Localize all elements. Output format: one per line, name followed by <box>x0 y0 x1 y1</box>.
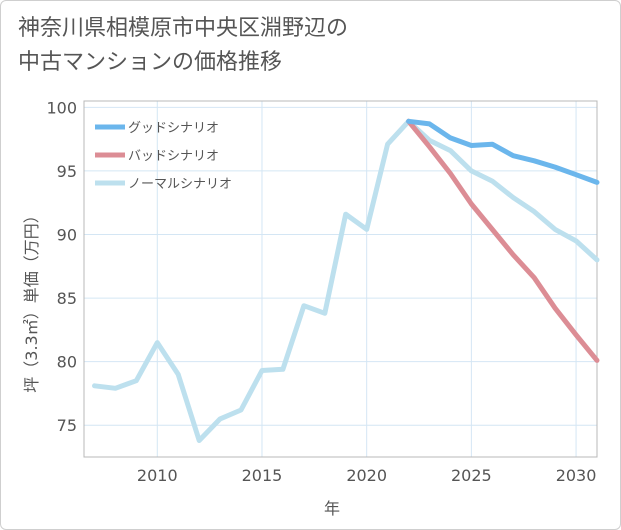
y-tick-label: 80 <box>57 353 77 372</box>
legend-label: バッドシナリオ <box>128 149 219 164</box>
y-tick-label: 95 <box>57 162 77 181</box>
y-axis-label: 坪（3.3㎡）単価（万円） <box>22 207 41 392</box>
chart-title: 神奈川県相模原市中央区淵野辺の 中古マンションの価格推移 <box>18 12 348 80</box>
y-tick-label: 85 <box>57 289 77 308</box>
x-axis-label: 年 <box>324 499 340 518</box>
y-tick-label: 90 <box>57 226 77 245</box>
legend-label: ノーマルシナリオ <box>128 177 232 192</box>
legend-label: グッドシナリオ <box>128 121 219 136</box>
good-scenario-line <box>406 118 600 185</box>
y-tick-label: 75 <box>57 416 77 435</box>
legend-item-bad-scenario[interactable]: バッドシナリオ <box>95 149 219 164</box>
x-tick-label: 2020 <box>346 466 387 485</box>
series-layer <box>92 118 600 443</box>
x-tick-label: 2030 <box>556 466 597 485</box>
legend-item-good-scenario[interactable]: グッドシナリオ <box>95 121 219 136</box>
x-tick-label: 2015 <box>242 466 283 485</box>
chart-title-line-1: 神奈川県相模原市中央区淵野辺の <box>18 16 349 41</box>
chart-title-line-2: 中古マンションの価格推移 <box>18 50 283 75</box>
x-tick-label: 2010 <box>137 466 178 485</box>
plot-area <box>83 100 598 458</box>
legend-item-normal-scenario[interactable]: ノーマルシナリオ <box>95 177 232 192</box>
x-tick-label: 2025 <box>451 466 492 485</box>
normal-scenario-line <box>92 118 600 443</box>
y-tick-label: 100 <box>46 98 77 117</box>
bad-scenario-line <box>406 118 600 363</box>
tick-labels: 2010 2015 2020 2025 2030 75 80 85 90 95 100 <box>46 98 596 485</box>
